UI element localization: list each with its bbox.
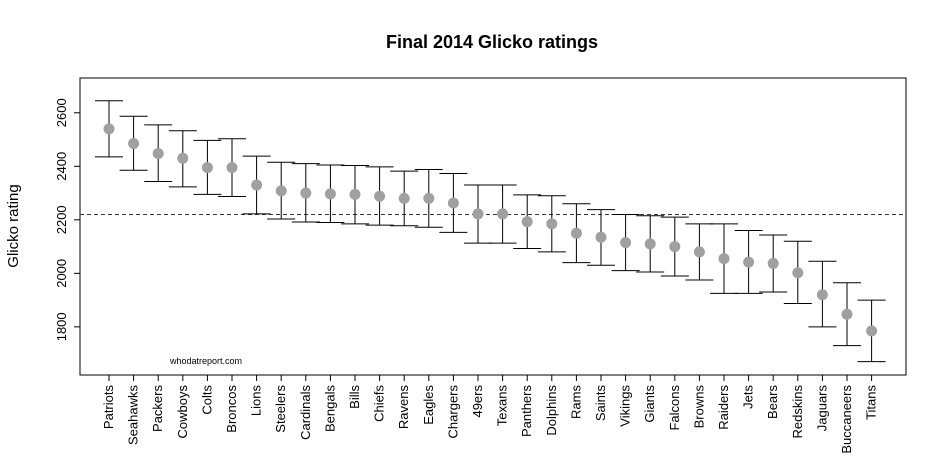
y-tick-label: 2200 xyxy=(54,205,69,234)
data-point xyxy=(472,208,484,220)
data-point xyxy=(349,188,361,200)
y-axis-label: Glicko rating xyxy=(5,184,22,267)
data-point xyxy=(497,208,509,220)
x-tick-label: Giants xyxy=(642,385,657,423)
data-point xyxy=(669,241,681,253)
data-point xyxy=(201,162,213,174)
data-point xyxy=(620,237,632,249)
data-points xyxy=(103,123,878,337)
x-tick-label: 49ers xyxy=(470,385,485,418)
y-tick-label: 2000 xyxy=(54,259,69,288)
x-tick-label: Eagles xyxy=(421,385,436,425)
error-bars xyxy=(95,100,886,363)
chart-title: Final 2014 Glicko ratings xyxy=(386,32,598,52)
x-tick-label: Browns xyxy=(691,385,706,429)
data-point xyxy=(718,253,730,265)
x-tick-label: Chargers xyxy=(445,385,460,439)
x-tick-label: Bengals xyxy=(322,385,337,432)
data-point xyxy=(595,231,607,243)
data-point xyxy=(546,218,558,230)
x-tick-label: Patriots xyxy=(101,385,116,430)
data-point xyxy=(398,192,410,204)
x-tick-label: Bills xyxy=(347,385,362,409)
data-point xyxy=(521,216,533,228)
data-point xyxy=(226,162,238,174)
x-tick-label: Raiders xyxy=(716,385,731,430)
data-point xyxy=(103,123,115,135)
x-tick-label: Bears xyxy=(765,385,780,419)
data-point xyxy=(866,325,878,337)
y-tick-label: 2600 xyxy=(54,98,69,127)
x-tick-label: Buccaneers xyxy=(839,385,854,454)
y-tick-label: 2400 xyxy=(54,152,69,181)
x-tick-label: Broncos xyxy=(224,385,239,433)
data-point xyxy=(152,147,164,159)
x-tick-label: Jaguars xyxy=(814,385,829,432)
x-tick-label: Texans xyxy=(495,385,510,427)
x-tick-label: Lions xyxy=(249,385,264,417)
data-point xyxy=(693,246,705,258)
data-point xyxy=(128,138,140,150)
y-tick-label: 1800 xyxy=(54,312,69,341)
data-point xyxy=(275,185,287,197)
data-point xyxy=(423,192,435,204)
x-tick-label: Packers xyxy=(150,385,165,432)
x-tick-label: Saints xyxy=(593,385,608,422)
data-point xyxy=(743,256,755,268)
x-tick-label: Cardinals xyxy=(298,385,313,440)
data-point xyxy=(324,188,336,200)
data-point xyxy=(841,308,853,320)
source-note: whodatreport.com xyxy=(169,356,242,366)
x-tick-label: Falcons xyxy=(667,385,682,431)
y-axis: 1800 2000 2200 2400 2600 xyxy=(54,98,80,341)
x-tick-label: Redskins xyxy=(790,385,805,439)
x-tick-label: Chiefs xyxy=(372,385,387,422)
x-tick-label: Jets xyxy=(741,385,756,409)
x-tick-label: Colts xyxy=(199,385,214,415)
data-point xyxy=(251,179,263,191)
x-axis: Patriots Seahawks Packers Cowboys Colts Bronc… xyxy=(101,375,879,454)
x-tick-label: Titans xyxy=(864,385,879,420)
x-tick-label: Vikings xyxy=(618,385,633,427)
data-point xyxy=(570,227,582,239)
x-tick-label: Dolphins xyxy=(544,385,559,436)
x-tick-label: Ravens xyxy=(396,385,411,430)
data-point xyxy=(767,257,779,269)
data-point xyxy=(792,267,804,279)
data-point xyxy=(644,238,656,250)
x-tick-label: Steelers xyxy=(273,385,288,433)
x-tick-label: Cowboys xyxy=(175,385,190,439)
x-tick-label: Rams xyxy=(568,385,583,419)
data-point xyxy=(177,152,189,164)
x-tick-label: Panthers xyxy=(519,385,534,438)
data-point xyxy=(447,197,459,209)
plot-frame xyxy=(79,77,907,376)
data-point xyxy=(300,187,312,199)
data-point xyxy=(374,190,386,202)
data-point xyxy=(816,289,828,301)
x-tick-label: Seahawks xyxy=(126,385,141,445)
